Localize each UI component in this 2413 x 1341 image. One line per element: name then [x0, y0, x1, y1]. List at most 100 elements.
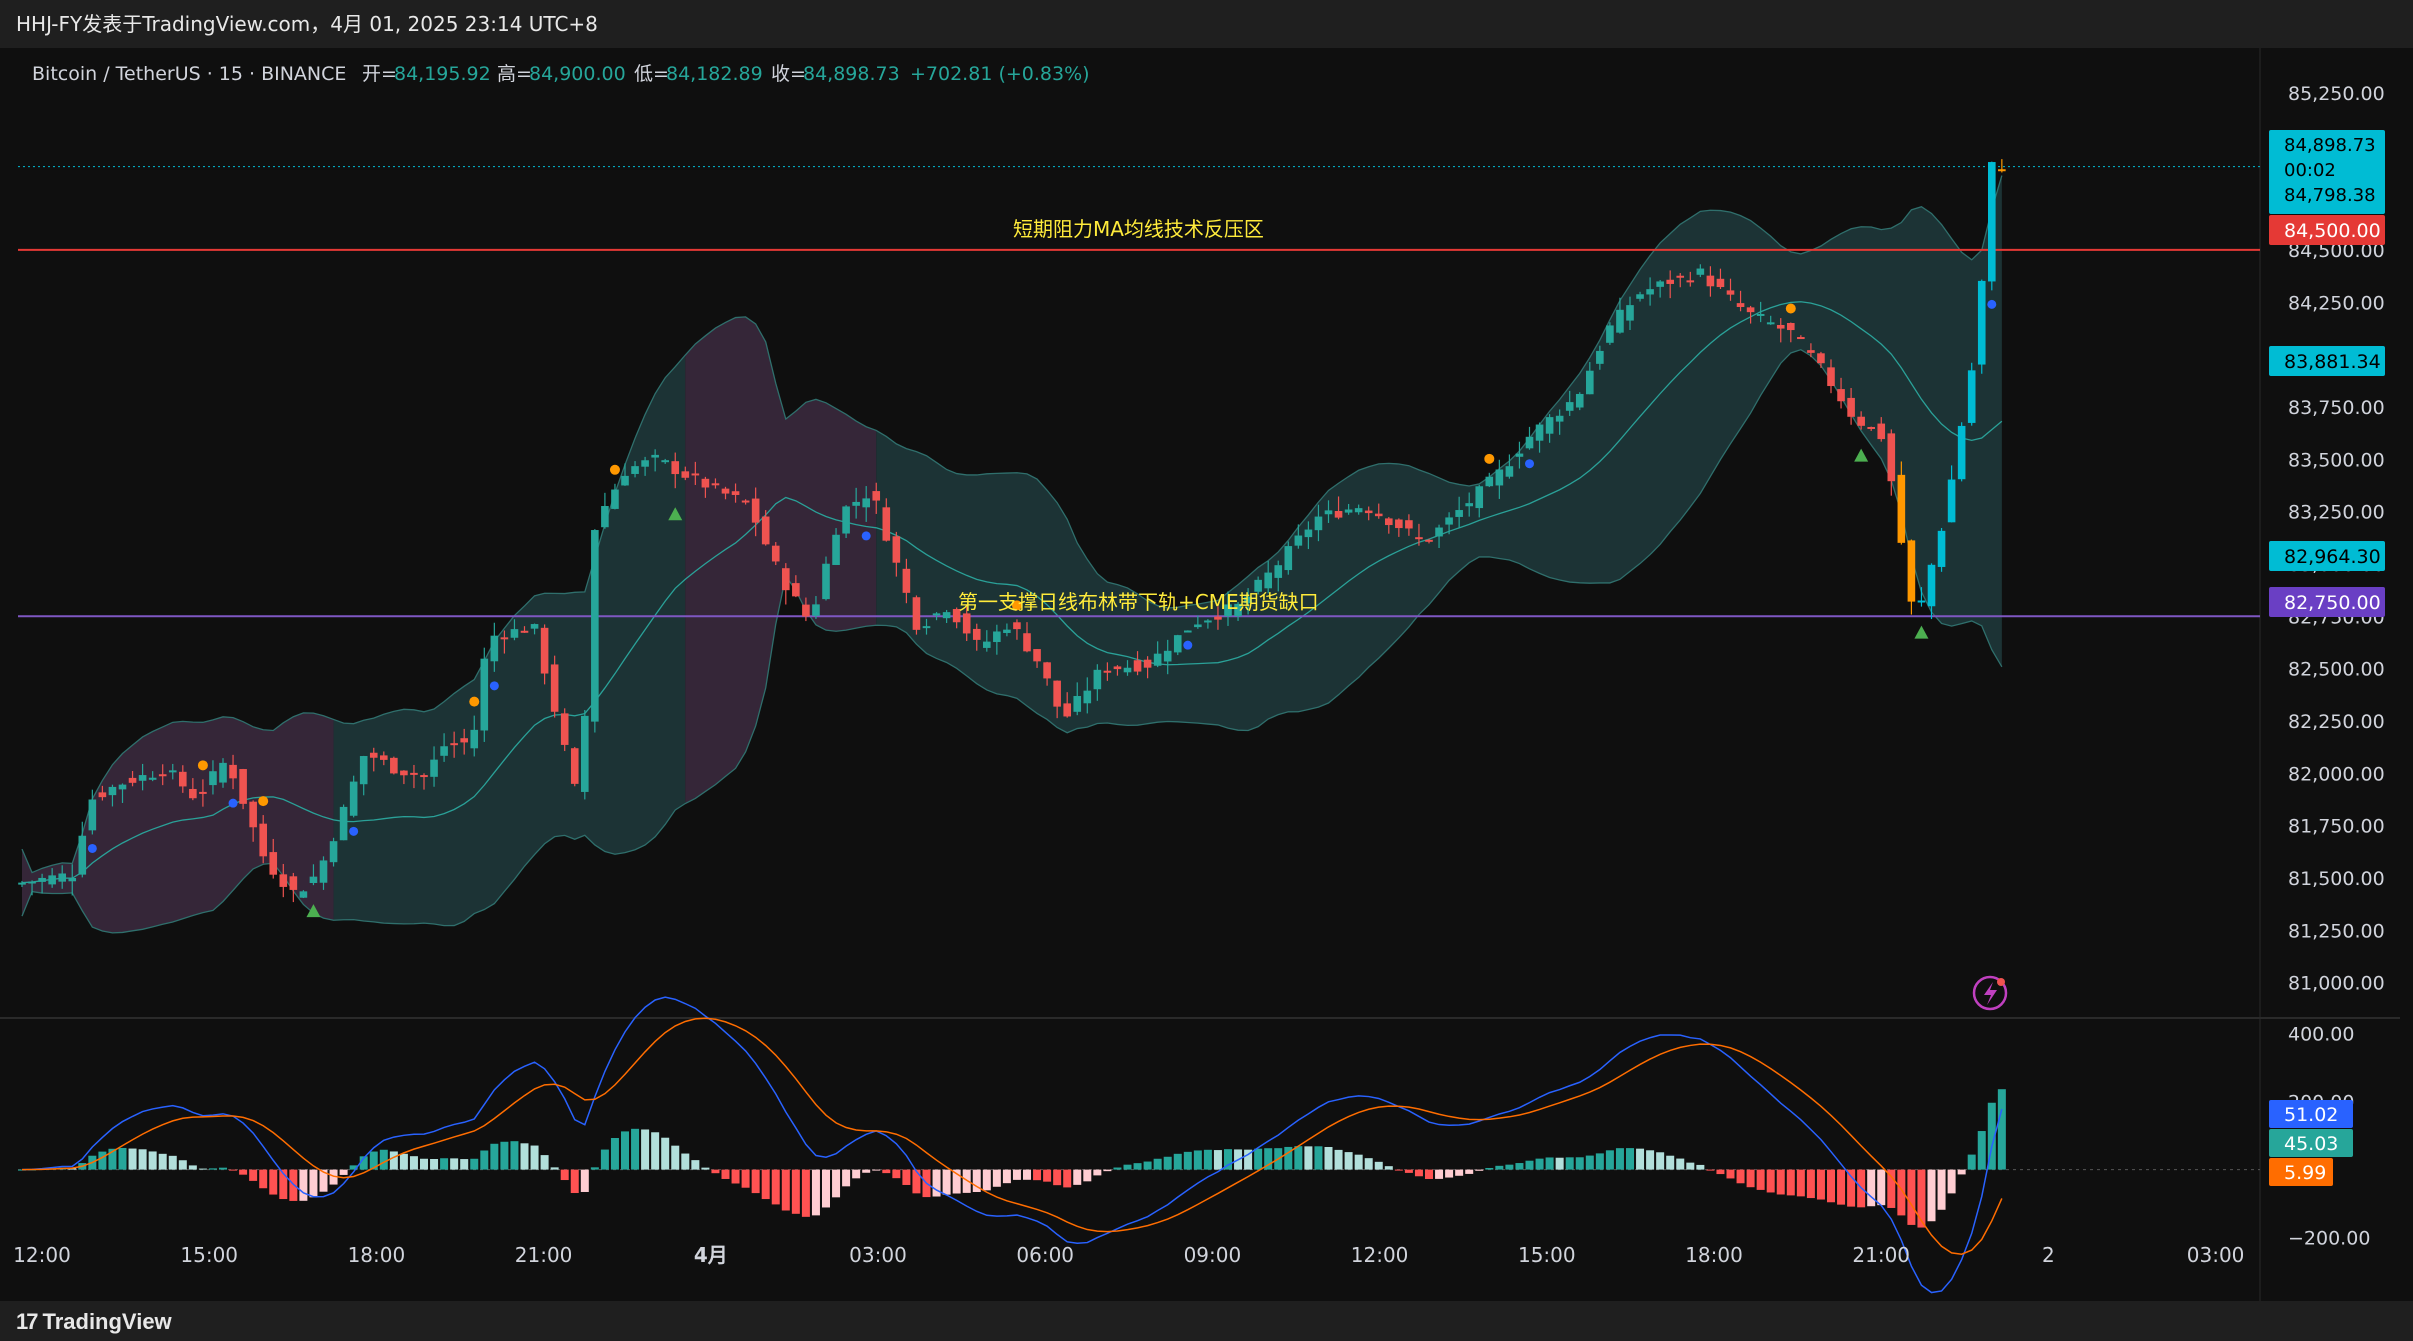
candle-body [480, 658, 489, 731]
candle-body [1867, 426, 1875, 429]
macd-histogram-bar [219, 1167, 227, 1170]
price-label-ma: 83,881.34 [2269, 346, 2385, 376]
candle-body [1254, 579, 1262, 592]
candle-body [1063, 703, 1071, 717]
candle-body [1575, 393, 1584, 408]
macd-histogram-bar [1083, 1169, 1092, 1182]
candle-body [249, 801, 257, 828]
macd-histogram-bar [1264, 1148, 1273, 1170]
candle-body [1173, 635, 1182, 653]
candle-body [812, 604, 820, 616]
macd-histogram-bar [982, 1169, 991, 1191]
candle-body [852, 501, 860, 506]
candle-body [209, 771, 217, 786]
candle-body [1184, 630, 1192, 633]
candle-body [148, 777, 157, 780]
candle-body [761, 516, 770, 545]
candle-body [1746, 307, 1755, 313]
macd-histogram-bar [1324, 1147, 1333, 1170]
candle-body [1857, 416, 1865, 426]
macd-histogram-bar [1103, 1169, 1112, 1172]
macd-histogram-bar [621, 1131, 629, 1170]
macd-histogram-bar [1465, 1169, 1474, 1174]
macd-histogram-bar [1887, 1169, 1896, 1208]
candle-body [1555, 415, 1564, 422]
candle-body [168, 770, 177, 773]
macd-label-hist: 45.03 [2269, 1129, 2353, 1157]
macd-histogram-bar [1364, 1158, 1373, 1170]
candle-body [1153, 653, 1162, 666]
macd-histogram-bar [822, 1169, 830, 1208]
macd-label-macd: 51.02 [2269, 1100, 2353, 1128]
candle-body [1405, 520, 1413, 529]
candle-body [400, 770, 408, 776]
candle-body [1133, 660, 1142, 672]
chart-panel[interactable]: 85,250.0085,000.0084,750.0084,500.0084,2… [0, 48, 2413, 1301]
macd-histogram-bar [128, 1148, 137, 1170]
macd-histogram-bar [1696, 1164, 1705, 1170]
macd-histogram-bar [550, 1167, 559, 1170]
candle-body [782, 568, 790, 591]
price-label-support: 82,750.00 [2269, 587, 2385, 617]
candle-body [1244, 596, 1252, 604]
candle-body [1284, 546, 1293, 571]
candle-body [1374, 513, 1383, 517]
macd-histogram-bar [329, 1169, 338, 1185]
candle-body [138, 775, 147, 781]
macd-histogram-bar [1143, 1161, 1152, 1170]
signal-dot [861, 531, 871, 541]
candle-body [1817, 353, 1825, 364]
macd-histogram-bar [1706, 1169, 1715, 1171]
candle-body [510, 629, 519, 638]
macd-histogram-bar [158, 1153, 167, 1170]
candle-body [420, 775, 428, 778]
tradingview-logo[interactable]: 17 TradingView [16, 1309, 172, 1335]
macd-histogram-bar [1485, 1167, 1494, 1170]
candle-body [661, 460, 669, 463]
macd-histogram-bar [942, 1169, 951, 1195]
macd-histogram-bar [791, 1169, 800, 1214]
prev-price-label: 84,798.38 [2284, 185, 2376, 206]
lightning-icon[interactable] [1972, 975, 2008, 1011]
candle-body [962, 613, 971, 634]
candle-body [1967, 370, 1976, 423]
candle-body [1334, 510, 1343, 518]
candle-body [1988, 162, 1996, 282]
bollinger-band-fill [1328, 175, 2002, 704]
candle-body [922, 626, 931, 629]
candle-body [862, 498, 870, 508]
macd-histogram-bar [1254, 1148, 1263, 1170]
macd-histogram-bar [1827, 1169, 1835, 1203]
macd-tick-label: −200.00 [2288, 1228, 2370, 1250]
candle-body [1525, 436, 1534, 449]
candle-body [1998, 169, 2006, 172]
macd-histogram-bar [681, 1153, 690, 1170]
candle-body [1706, 275, 1715, 287]
macd-histogram-bar [1344, 1152, 1353, 1170]
candle-body [450, 743, 458, 746]
candle-body [1716, 278, 1725, 288]
candle-body [822, 563, 830, 600]
candle-body [1616, 309, 1624, 333]
macd-histogram-bar [1937, 1169, 1946, 1210]
candle-body [771, 545, 780, 562]
macd-histogram-bar [359, 1156, 368, 1170]
candle-body [701, 478, 710, 488]
macd-histogram-bar [1626, 1148, 1634, 1170]
macd-histogram-bar [892, 1169, 901, 1179]
macd-histogram-bar [309, 1169, 318, 1198]
candle-body [229, 764, 237, 779]
macd-histogram-bar [389, 1151, 398, 1170]
candle-body [641, 460, 649, 467]
macd-histogram-bar [1384, 1166, 1393, 1170]
chart-svg[interactable]: 85,250.0085,000.0084,750.0084,500.0084,2… [0, 48, 2413, 1301]
macd-histogram-bar [1816, 1169, 1825, 1200]
macd-histogram-bar [610, 1138, 619, 1170]
candle-body [1163, 650, 1172, 662]
candle-body [289, 876, 298, 890]
macd-histogram-bar [801, 1169, 810, 1217]
candle-body [329, 841, 338, 863]
candle-body [520, 630, 529, 633]
macd-histogram-bar [470, 1158, 479, 1170]
time-tick-label: 15:00 [1518, 1243, 1576, 1267]
